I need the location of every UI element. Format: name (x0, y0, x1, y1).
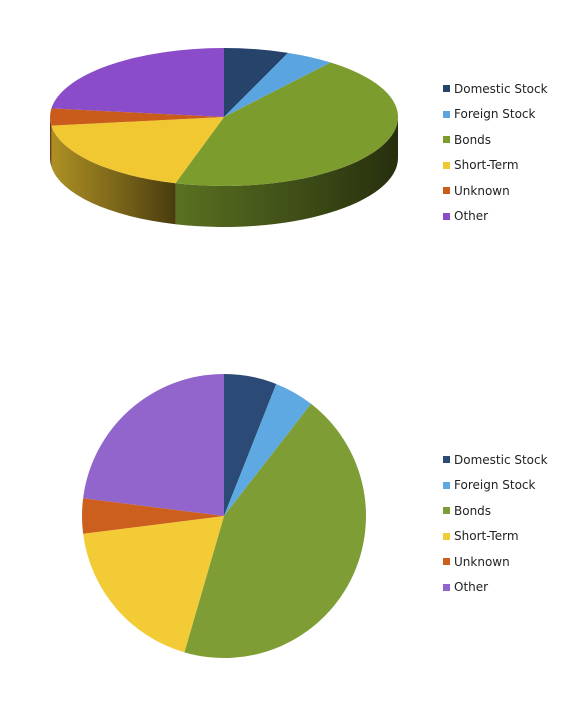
pie3d-legend-swatch-other (443, 212, 450, 220)
pie2d-legend-label-short-term: Short-Term (454, 529, 519, 544)
pie2d-legend-swatch-other (443, 583, 450, 591)
pie3d-legend-swatch-short-term (443, 161, 450, 169)
pie3d-legend-label-domestic-stock: Domestic Stock (454, 81, 548, 96)
pie2d-slice-bonds (184, 403, 366, 658)
pie3d-slice-unknown (49, 108, 225, 126)
pie2d-legend-label-other: Other (454, 580, 489, 595)
pie3d-side-unknown (50, 117, 52, 167)
pie2d-slice-unknown (81, 498, 225, 534)
legend-3d: Domestic Stock Foreign Stock Bonds Short-Te… (443, 76, 548, 229)
pie3d-legend-label-unknown: Unknown (454, 183, 510, 198)
pie3d-legend-item-short-term: Short-Term (443, 153, 548, 179)
pie2d-legend-label-bonds: Bonds (454, 503, 492, 518)
pie3d-legend-label-short-term: Short-Term (454, 158, 519, 173)
pie3d-slice-domestic-stock (224, 48, 289, 117)
pie3d-side-short-term (51, 125, 176, 225)
pie3d-legend-label-other: Other (454, 209, 489, 224)
pie3d-slice-short-term (51, 117, 225, 184)
pie3d-slice-other (51, 48, 225, 117)
pie2d-legend-item-unknown: Unknown (443, 549, 548, 575)
pie3d-legend-item-bonds: Bonds (443, 127, 548, 153)
pie2d-slice-other (83, 374, 225, 516)
pie3d-legend-label-foreign-stock: Foreign Stock (454, 107, 536, 122)
pie3d-legend-label-bonds: Bonds (454, 132, 492, 147)
pie3d-legend-swatch-domestic-stock (443, 85, 450, 93)
pie3d-slice-foreign-stock (224, 52, 331, 117)
pie3d-legend-item-other: Other (443, 204, 548, 230)
pie3d-legend-item-foreign-stock: Foreign Stock (443, 102, 548, 128)
pie3d-legend-item-domestic-stock: Domestic Stock (443, 76, 548, 102)
pie2d-legend-swatch-short-term (443, 532, 450, 540)
pie-chart-2d: Domestic Stock Foreign Stock Bonds Short-Te… (0, 340, 578, 701)
pie2d-legend-item-bonds: Bonds (443, 498, 548, 524)
legend-2d: Domestic Stock Foreign Stock Bonds Short-Te… (443, 447, 548, 600)
pie3d-slice-bonds (175, 62, 398, 186)
pie3d-legend-swatch-unknown (443, 187, 450, 195)
pie2d-slice-domestic-stock (224, 374, 277, 516)
pie2d-legend-swatch-unknown (443, 558, 450, 566)
pie2d-legend-label-domestic-stock: Domestic Stock (454, 452, 548, 467)
pie-chart-2d-svg (81, 374, 366, 658)
pie2d-legend-item-domestic-stock: Domestic Stock (443, 447, 548, 473)
pie2d-legend-item-short-term: Short-Term (443, 524, 548, 550)
pie2d-legend-swatch-domestic-stock (443, 456, 450, 464)
pie2d-legend-swatch-bonds (443, 507, 450, 515)
pie3d-legend-item-unknown: Unknown (443, 178, 548, 204)
pie3d-legend-swatch-bonds (443, 136, 450, 144)
pie2d-legend-label-foreign-stock: Foreign Stock (454, 478, 536, 493)
pie-chart-3d: Domestic Stock Foreign Stock Bonds Short-Te… (0, 0, 578, 260)
pie3d-legend-swatch-foreign-stock (443, 110, 450, 118)
pie2d-legend-label-unknown: Unknown (454, 554, 510, 569)
pie2d-slice-short-term (83, 516, 225, 653)
pie2d-legend-item-other: Other (443, 575, 548, 601)
pie-chart-3d-svg (49, 48, 398, 227)
pie2d-legend-swatch-foreign-stock (443, 481, 450, 489)
pie2d-slice-foreign-stock (224, 383, 312, 516)
pie2d-legend-item-foreign-stock: Foreign Stock (443, 473, 548, 499)
pie3d-side-bonds (175, 117, 398, 227)
